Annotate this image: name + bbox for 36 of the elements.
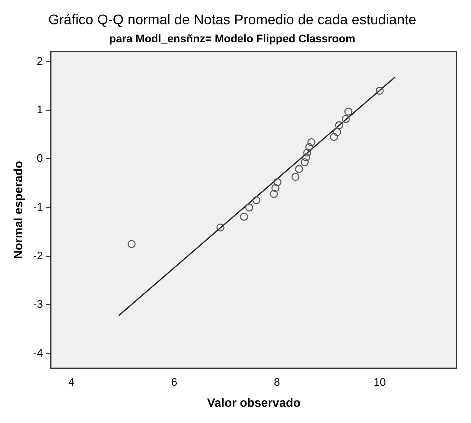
point [306, 143, 314, 152]
x-tick-label: 6 [171, 377, 178, 390]
y-tick-label: -2 [33, 250, 44, 262]
point [342, 115, 350, 124]
y-tick-label: 1 [37, 104, 44, 116]
point [216, 224, 225, 232]
point [270, 190, 278, 198]
x-tick-label: 10 [374, 377, 386, 390]
point [245, 204, 254, 212]
point [376, 86, 384, 95]
point [240, 213, 248, 222]
chart-subtitle: para Modl_ensñnz= Modelo Flipped Classroom [109, 33, 356, 46]
point [128, 240, 136, 248]
y-axis-title: Normal esperado [12, 161, 26, 260]
y-tick-label: -3 [33, 299, 44, 312]
point [272, 184, 280, 192]
point [335, 122, 344, 130]
point [344, 108, 353, 116]
point [300, 158, 309, 166]
y-tick-label: -4 [33, 348, 44, 360]
point [252, 196, 261, 204]
x-tick-label: 8 [274, 377, 280, 390]
point [333, 128, 342, 136]
x-tick-label: 4 [68, 377, 75, 390]
point [330, 133, 338, 142]
point [302, 154, 310, 162]
chart-title: Gráfico Q-Q normal de Notas Promedio de cada estudiante [48, 11, 417, 28]
y-tick-label: 0 [37, 153, 44, 166]
point [304, 148, 312, 157]
y-tick-label: 2 [37, 56, 44, 68]
point [295, 165, 304, 174]
point [292, 173, 300, 182]
x-axis-title: Valor observado [207, 396, 301, 410]
y-tick-label: -1 [33, 202, 44, 214]
point [308, 138, 316, 147]
point [274, 178, 282, 186]
